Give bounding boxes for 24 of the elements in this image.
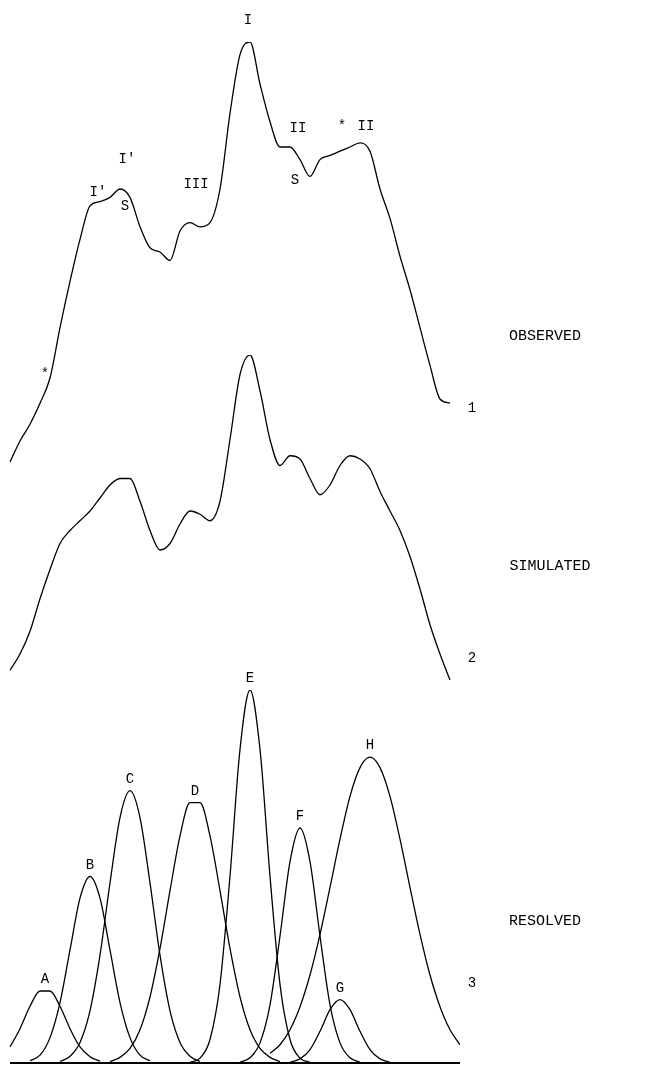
text: 1 [467,400,477,416]
annotation: I' [89,184,107,200]
series-label: F [295,808,305,825]
annotation: * [40,366,50,382]
annotation: II [289,120,307,136]
text: RESOLVED [508,913,582,930]
text: SIMULATED [509,558,591,575]
text: OBSERVED [508,328,582,345]
series-label: A [40,971,50,988]
series-label: H [365,737,375,754]
text: 2 [467,650,477,666]
series-label: C [125,770,135,787]
annotation: II [357,118,375,134]
annotation: I' [118,151,136,167]
series-label: E [245,670,255,686]
series-label: D [190,782,200,799]
annotation: * [337,118,347,134]
series-label: B [85,856,95,873]
series-label: G [335,979,345,996]
annotation: S [290,172,300,188]
annotation: S [120,198,130,214]
annotation: III [183,176,209,192]
text: I [243,12,253,28]
text: 3 [467,975,477,991]
